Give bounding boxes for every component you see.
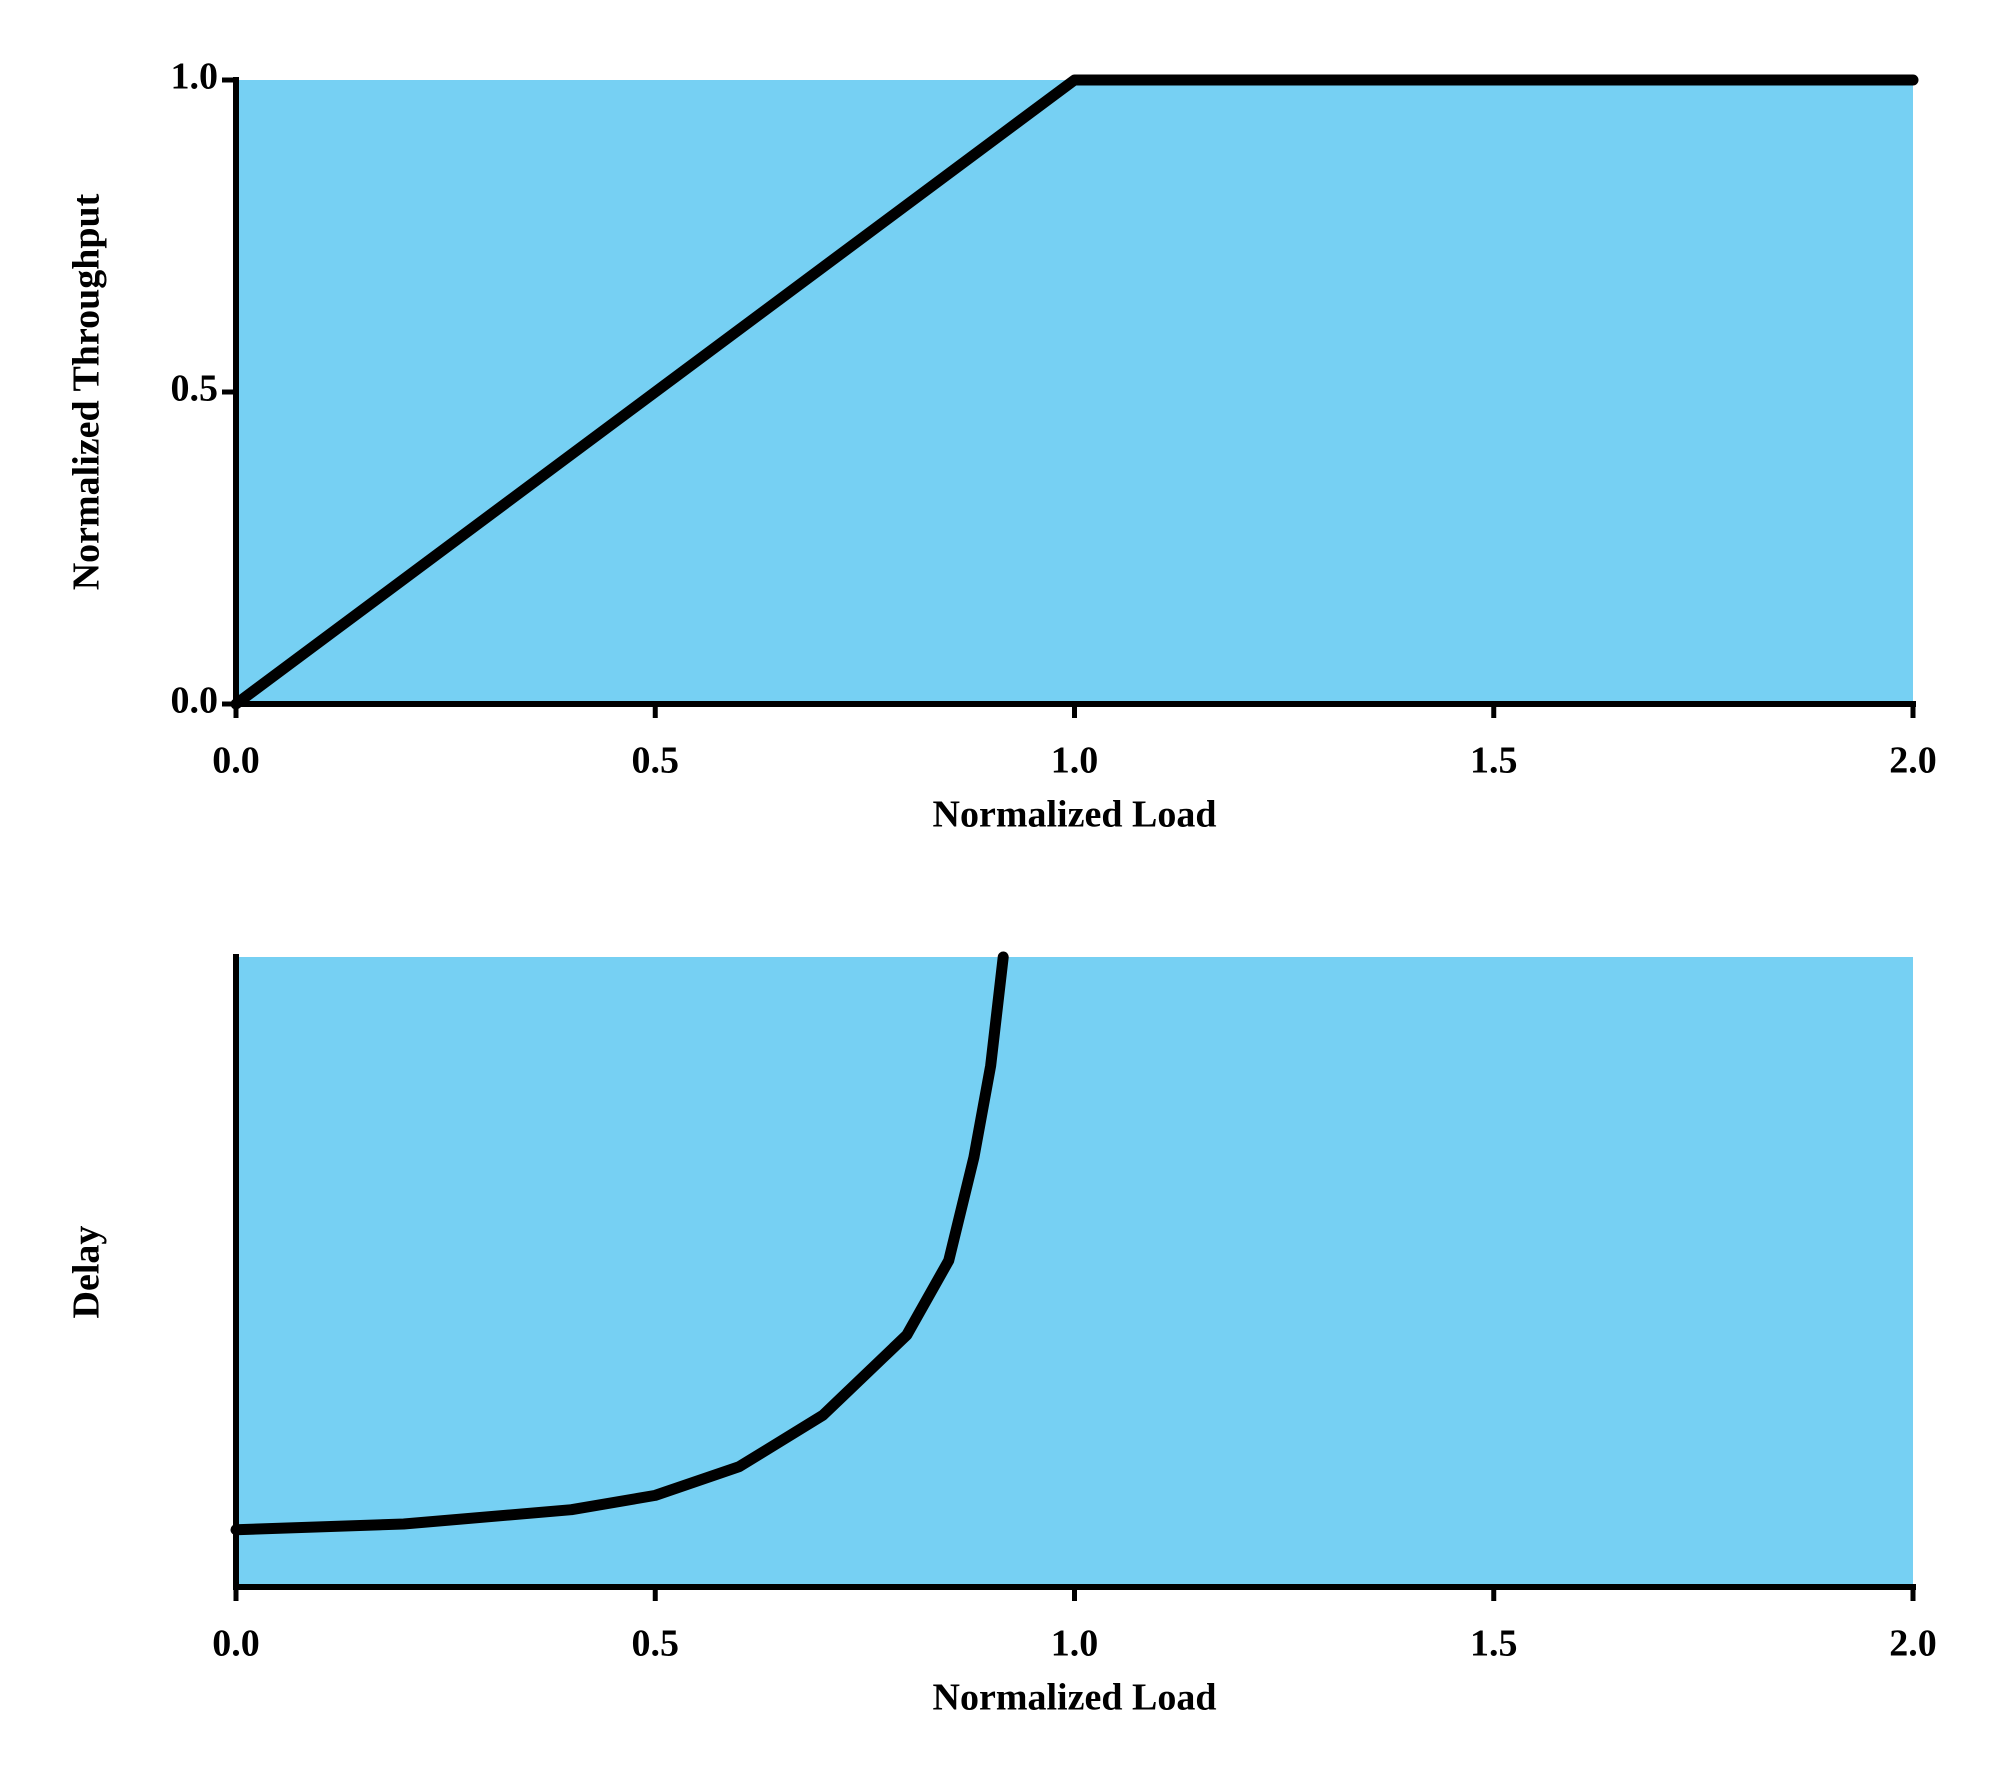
x-tick-label: 1.5 — [1470, 1623, 1518, 1665]
x-axis-title: Normalized Load — [933, 794, 1217, 836]
x-tick-label: 2.0 — [1889, 740, 1937, 782]
x-axis-title: Normalized Load — [933, 1677, 1217, 1719]
x-tick-label: 0.0 — [212, 1623, 260, 1665]
y-tick-label: 1.0 — [171, 56, 219, 98]
x-tick-label: 0.0 — [212, 740, 260, 782]
data-line — [230, 951, 1009, 1536]
data-line — [230, 74, 1919, 710]
x-tick-label: 0.5 — [632, 740, 680, 782]
x-tick-label: 2.0 — [1889, 1623, 1937, 1665]
y-tick-label: 0.0 — [171, 680, 219, 722]
y-tick-label: 0.5 — [171, 368, 219, 410]
x-tick-label: 0.5 — [632, 1623, 680, 1665]
x-tick-label: 1.0 — [1051, 740, 1099, 782]
x-tick-label: 1.0 — [1051, 1623, 1099, 1665]
y-axis-title: Delay — [66, 1226, 108, 1319]
x-tick-label: 1.5 — [1470, 740, 1518, 782]
plot-area — [236, 80, 1913, 704]
y-axis-title: Normalized Throughput — [66, 193, 108, 590]
plot-area — [236, 957, 1913, 1587]
